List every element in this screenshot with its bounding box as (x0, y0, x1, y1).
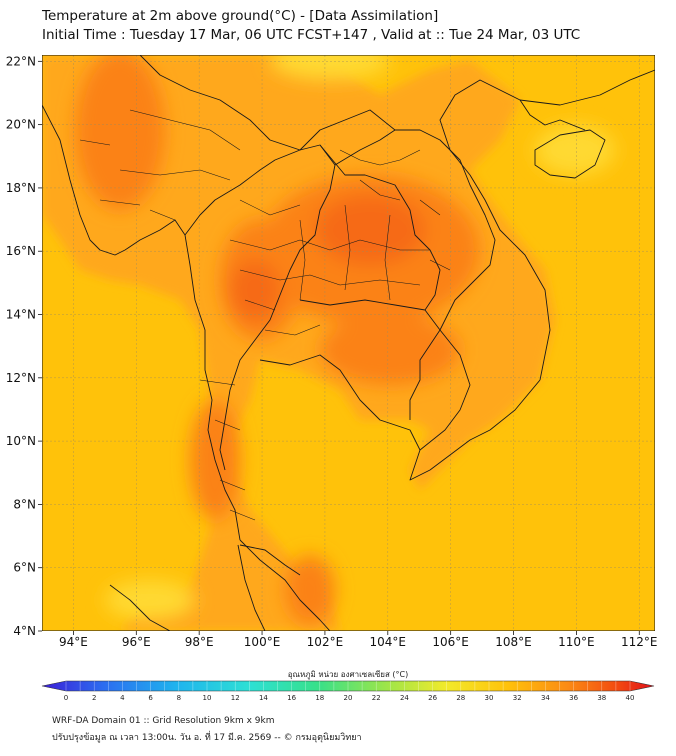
lat-tick-label: 20°N (6, 118, 36, 132)
gulf-of-tonkin-coast (519, 99, 586, 131)
colorbar-tick-label: 18 (315, 694, 324, 702)
footer-update-info: ปรับปรุงข้อมูล ณ เวลา 13:00น. วัน อ. ที่… (52, 733, 362, 743)
thailand-malaysia-border (239, 544, 301, 576)
lon-tick-label: 104°E (370, 635, 407, 649)
vietnam-coast (439, 69, 655, 381)
lat-tick-label: 16°N (6, 244, 36, 258)
colorbar-tick-label: 26 (428, 694, 437, 702)
colorbar-tick-label: 14 (259, 694, 268, 702)
colorbar-tick-label: 6 (148, 694, 153, 702)
map-title: Temperature at 2m above ground(°C) - [Da… (42, 8, 439, 24)
laos-provinces (339, 149, 451, 271)
myanmar-coastline (42, 104, 241, 541)
thailand-myanmar-border (184, 144, 336, 471)
hot-zone-myanmar-north (75, 55, 165, 210)
cambodia-vietnam-border (419, 329, 471, 451)
hottest-zone-northeast (315, 195, 425, 265)
cool-zone-north (270, 55, 390, 80)
colorbar-tick-label: 32 (513, 694, 522, 702)
colorbar-tick-label: 40 (626, 694, 635, 702)
colorbar-tick-label: 0 (64, 694, 68, 702)
hottest-zone-central (230, 260, 280, 320)
colorbar-tick-label: 22 (372, 694, 381, 702)
colorbar-tick-label: 16 (287, 694, 296, 702)
laos-vietnam-border (334, 129, 496, 331)
lon-tick-label: 94°E (59, 635, 88, 649)
colorbar-tick-label: 38 (597, 694, 606, 702)
hot-zone-malaysia (285, 555, 335, 625)
lat-tick-label: 14°N (6, 308, 36, 322)
colorbar-tick-label: 8 (177, 694, 181, 702)
lon-tick-label: 112°E (621, 635, 658, 649)
thailand-provinces (199, 199, 430, 521)
colorbar-tick-label: 12 (231, 694, 240, 702)
lon-tick-label: 110°E (558, 635, 595, 649)
latitude-axis: 22°N 20°N 18°N 16°N 14°N 12°N 10°N 8°N 6°N 4°N (6, 54, 42, 638)
colorbar-tick-label: 4 (120, 694, 125, 702)
malaysia-west-coast (237, 544, 266, 631)
map-field (42, 55, 655, 631)
lat-tick-label: 10°N (6, 434, 36, 448)
lat-tick-label: 4°N (13, 624, 36, 638)
footer-model-info: WRF-DA Domain 01 :: Grid Resolution 9km … (52, 716, 275, 726)
sumatra-coast (109, 584, 171, 631)
lon-tick-label: 100°E (244, 635, 281, 649)
thailand-gulf-coast (239, 539, 331, 631)
lat-tick-label: 8°N (13, 497, 36, 511)
map-subtitle: Initial Time : Tuesday 17 Mar, 06 UTC FC… (42, 27, 581, 43)
colorbar-tick-label: 36 (569, 694, 578, 702)
lon-tick-label: 96°E (122, 635, 151, 649)
laos-china-border (299, 109, 396, 151)
lon-tick-label: 98°E (185, 635, 214, 649)
lat-tick-label: 6°N (13, 561, 36, 575)
lon-tick-label: 106°E (432, 635, 469, 649)
colorbar-tick-label: 20 (344, 694, 353, 702)
colorbar-ticks: 0 2 4 6 8 10 12 14 16 18 20 22 24 26 28 30 32 34 36 38 40 (64, 681, 635, 702)
colorbar-tick-label: 28 (456, 694, 465, 702)
borders-coastlines (42, 55, 655, 631)
colorbar-title: อุณหภูมิ หน่วย องศาเซลเซียส (°C) (288, 670, 409, 680)
hot-zone-cambodia (320, 315, 460, 385)
hainan-island (534, 129, 606, 179)
thailand-cambodia-border (299, 299, 441, 420)
lat-tick-label: 22°N (6, 54, 36, 68)
colorbar-tick-label: 2 (92, 694, 96, 702)
myanmar-provinces (79, 109, 241, 221)
myanmar-china-border (139, 55, 301, 151)
thailand-laos-border (319, 144, 441, 311)
cool-zone-sumatra (105, 580, 195, 620)
colorbar-tick-label: 30 (485, 694, 494, 702)
colorbar-tick-label: 34 (541, 694, 550, 702)
hot-zones (75, 55, 480, 625)
lat-tick-label: 18°N (6, 181, 36, 195)
colorbar-tick-label: 10 (203, 694, 212, 702)
lon-tick-label: 102°E (307, 635, 344, 649)
longitude-axis: 94°E 96°E 98°E 100°E 102°E 104°E 106°E 108°E 110… (59, 631, 658, 649)
lon-tick-label: 108°E (495, 635, 532, 649)
colorbar-tick-label: 24 (400, 694, 409, 702)
colorbar: อุณหภูมิ หน่วย องศาเซลเซียส (°C) 0 2 4 6 8 10… (41, 670, 655, 702)
lat-tick-label: 12°N (6, 371, 36, 385)
